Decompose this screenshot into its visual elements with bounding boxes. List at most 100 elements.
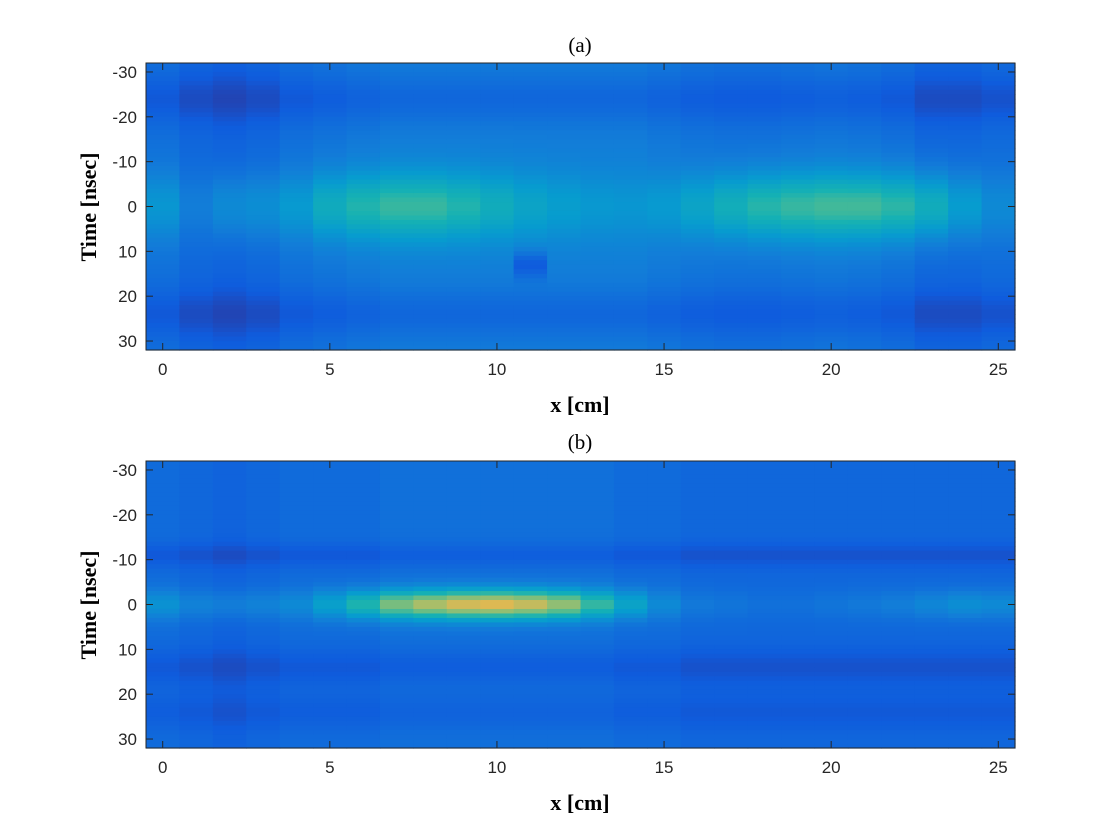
heatmap-cell — [446, 573, 481, 579]
heatmap-cell — [446, 143, 481, 149]
heatmap-cell — [513, 242, 548, 248]
heatmap-cell — [948, 287, 983, 293]
heatmap-cell — [580, 242, 615, 248]
heatmap-cell — [446, 63, 481, 69]
heatmap-cell — [313, 296, 348, 302]
heatmap-cell — [647, 130, 682, 136]
heatmap-cell — [379, 161, 414, 167]
heatmap-cell — [547, 215, 582, 221]
heatmap-cell — [179, 734, 214, 740]
heatmap-cell — [179, 622, 214, 628]
heatmap-cell — [714, 80, 749, 87]
heatmap-cell — [814, 314, 849, 320]
heatmap-cell — [647, 116, 682, 122]
heatmap-cell — [246, 721, 281, 727]
heatmap-cell — [747, 103, 782, 109]
heatmap-cell — [379, 541, 414, 547]
heatmap-cell — [146, 206, 181, 212]
heatmap-cell — [647, 291, 682, 297]
heatmap-cell — [680, 121, 715, 127]
heatmap-cell — [313, 188, 348, 194]
heatmap-cell — [781, 716, 816, 722]
heatmap-cell — [714, 550, 749, 556]
heatmap-cell — [313, 287, 348, 293]
heatmap-cell — [680, 694, 715, 700]
heatmap-cell — [480, 89, 515, 95]
heatmap-cell — [212, 327, 247, 333]
heatmap-cell — [981, 166, 1016, 172]
heatmap-cell — [246, 300, 281, 306]
heatmap-cell — [948, 143, 983, 149]
heatmap-cell — [613, 725, 648, 731]
heatmap-cell — [680, 631, 715, 637]
heatmap-cell — [948, 278, 983, 284]
heatmap-cell — [179, 237, 214, 243]
heatmap-cell — [513, 251, 548, 257]
heatmap-cell — [914, 739, 949, 745]
heatmap-cell — [914, 323, 949, 329]
heatmap-cell — [948, 613, 983, 619]
heatmap-cell — [881, 658, 916, 664]
heatmap-cell — [446, 537, 481, 543]
heatmap-cell — [513, 296, 548, 302]
heatmap-cell — [647, 80, 682, 87]
heatmap-cell — [981, 505, 1016, 511]
heatmap-cell — [212, 67, 247, 73]
heatmap-cell — [346, 514, 381, 520]
heatmap-cell — [847, 635, 882, 641]
heatmap-cell — [881, 246, 916, 252]
heatmap-cell — [981, 537, 1016, 543]
heatmap-cell — [814, 305, 849, 311]
heatmap-cell — [680, 465, 715, 471]
heatmap-cell — [680, 564, 715, 570]
heatmap-cell — [346, 125, 381, 131]
heatmap-cell — [647, 676, 682, 682]
heatmap-cell — [580, 282, 615, 288]
heatmap-cell — [212, 63, 247, 69]
heatmap-cell — [747, 532, 782, 538]
heatmap-cell — [413, 559, 448, 565]
heatmap-cell — [413, 555, 448, 561]
heatmap-cell — [413, 730, 448, 736]
heatmap-cell — [146, 170, 181, 176]
heatmap-cell — [680, 577, 715, 583]
heatmap-cell — [914, 287, 949, 293]
heatmap-cell — [613, 483, 648, 489]
heatmap-cell — [212, 514, 247, 520]
heatmap-cell — [279, 63, 314, 69]
heatmap-cell — [948, 260, 983, 266]
heatmap-cell — [379, 188, 414, 194]
heatmap-cell — [212, 496, 247, 502]
heatmap-cell — [680, 143, 715, 149]
heatmap-cell — [480, 600, 515, 606]
heatmap-cell — [379, 318, 414, 324]
heatmap-cell — [547, 67, 582, 73]
heatmap-cell — [647, 103, 682, 109]
heatmap-cell — [948, 175, 983, 181]
heatmap-cell — [446, 260, 481, 266]
heatmap-cell — [313, 689, 348, 695]
heatmap-cell — [948, 219, 983, 226]
heatmap-cell — [413, 112, 448, 118]
heatmap-cell — [146, 703, 181, 709]
heatmap-cell — [613, 707, 648, 713]
heatmap-cell — [146, 305, 181, 311]
heatmap-cell — [480, 112, 515, 118]
heatmap-cell — [513, 667, 548, 673]
heatmap-cell — [246, 345, 281, 351]
heatmap-cell — [981, 469, 1016, 476]
heatmap-cell — [413, 157, 448, 163]
heatmap-cell — [647, 273, 682, 279]
heatmap-cell — [379, 197, 414, 203]
heatmap-cell — [948, 662, 983, 668]
heatmap-cell — [346, 98, 381, 104]
heatmap-cell — [881, 130, 916, 136]
heatmap-cell — [580, 116, 615, 122]
heatmap-cell — [613, 626, 648, 632]
heatmap-cell — [714, 94, 749, 100]
heatmap-cell — [279, 662, 314, 668]
heatmap-cell — [680, 743, 715, 749]
heatmap-cell — [714, 202, 749, 208]
heatmap-cell — [647, 577, 682, 583]
heatmap-cell — [914, 487, 949, 493]
